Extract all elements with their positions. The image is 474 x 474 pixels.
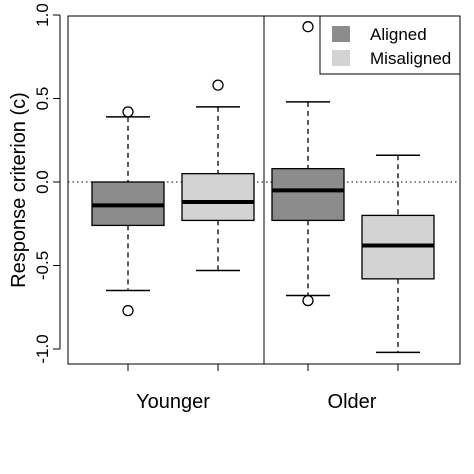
box-iqr xyxy=(181,172,255,222)
y-axis: 1.0 0.5 0.0 -0.5 -1.0 xyxy=(33,3,61,364)
box-younger-aligned xyxy=(91,106,165,317)
legend-label-aligned: Aligned xyxy=(370,25,427,44)
legend-swatch-aligned xyxy=(332,26,350,42)
group-labels: Younger Older xyxy=(127,364,399,413)
y-tick-label: 0.0 xyxy=(33,170,52,194)
boxes-layer xyxy=(91,21,435,354)
legend-swatch-misaligned xyxy=(332,50,350,66)
y-tick-label: 1.0 xyxy=(33,3,52,27)
outlier-point xyxy=(122,304,134,317)
plot-frame xyxy=(67,15,461,365)
legend: Aligned Misaligned xyxy=(319,15,461,75)
y-tick-label: 0.5 xyxy=(33,87,52,111)
box-iqr xyxy=(271,167,345,222)
outlier-point xyxy=(212,79,224,91)
box-younger-misaligned xyxy=(181,79,255,272)
y-tick-label: -0.5 xyxy=(33,251,52,280)
y-axis-label: Response criterion (c) xyxy=(8,92,30,288)
y-tick-label: -1.0 xyxy=(33,334,52,363)
legend-label-misaligned: Misaligned xyxy=(370,49,451,68)
group-label-older: Older xyxy=(328,391,377,413)
outlier-point xyxy=(122,106,134,118)
outlier-point xyxy=(302,21,314,33)
box-older-misaligned xyxy=(361,154,435,354)
box-older-aligned xyxy=(271,21,345,307)
outlier-point xyxy=(302,294,314,307)
group-label-younger: Younger xyxy=(136,391,210,413)
